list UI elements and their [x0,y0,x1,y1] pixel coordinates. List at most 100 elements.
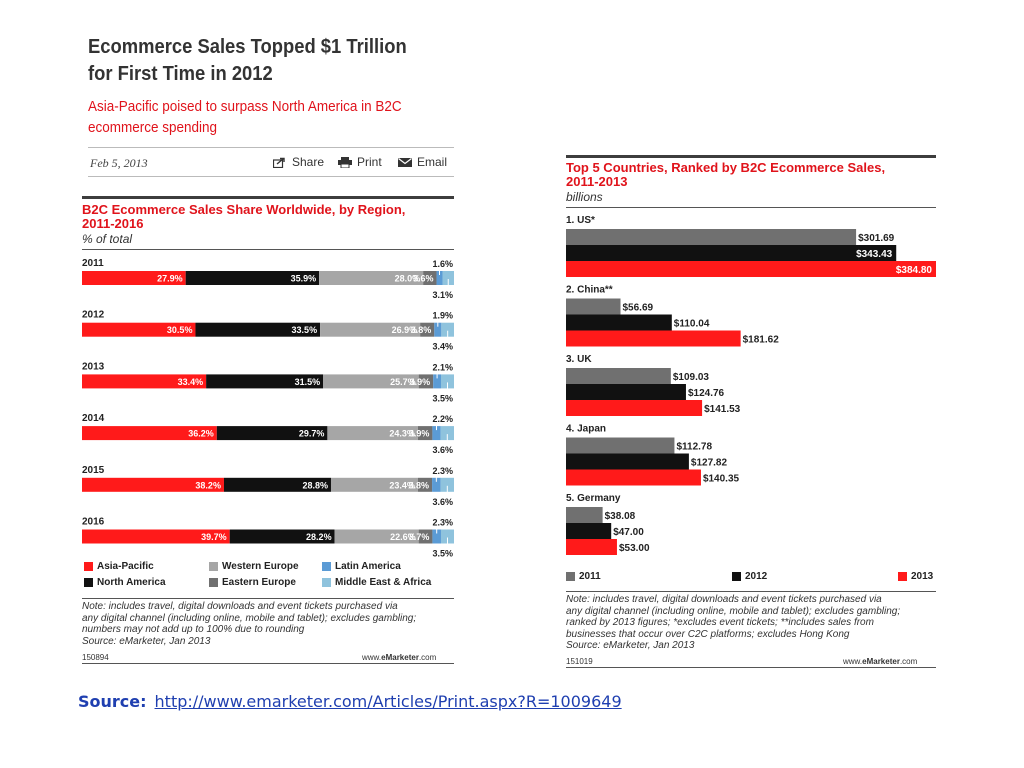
data-label: 3.1% [432,290,453,300]
brand-name: eMarketer [862,657,900,666]
data-label: 2.3% [432,466,453,476]
data-label: 29.7% [299,429,325,439]
right-chart-title-rule [566,207,936,208]
data-label: $56.69 [623,303,654,314]
data-label: $112.78 [676,442,712,453]
bar-segment [195,322,321,337]
bar-segment [441,322,454,337]
article-subtitle: Asia-Pacific poised to surpass North Ame… [88,96,430,138]
data-label: 39.7% [201,532,227,542]
data-label: $384.80 [896,265,933,276]
legend-label: Eastern Europe [222,577,296,588]
bar-segment [82,426,217,441]
left-chart-id: 150894 [82,653,109,662]
share-icon [273,157,285,168]
bar [566,314,672,331]
data-label: $140.35 [703,474,740,485]
left-chart-title-rule [82,249,454,250]
bar [566,400,703,416]
note-line: ranked by 2013 figures; *excludes event … [566,617,874,628]
bar-segment [442,271,454,285]
legend-asia-pacific: Asia-Pacific [84,561,154,572]
right-chart-unit: billions [566,190,603,204]
data-label: 30.5% [167,325,193,335]
note-line: Source: eMarketer, Jan 2013 [82,635,211,647]
data-label: 3.6% [432,445,453,455]
email-label: Email [417,155,448,169]
right-chart-title-line-1: Top 5 Countries, Ranked by B2C Ecommerce… [566,160,886,175]
header-divider-bottom [88,176,454,177]
data-label: 27.9% [157,274,183,284]
legend-swatch [209,578,218,587]
left-chart-title: B2C Ecommerce Sales Share Worldwide, by … [82,203,454,231]
data-label: 23.4% [389,480,415,490]
data-label: 33.4% [178,377,204,387]
data-label: 1.9% [432,311,453,321]
bar [566,507,603,523]
bar-segment [434,322,442,337]
bar-segment [334,529,419,544]
email-button[interactable]: Email [398,155,447,169]
bar [566,261,936,277]
left-chart-brand: www.eMarketer.com [362,653,436,662]
source-link[interactable]: http://www.emarketer.com/Articles/Print.… [154,692,622,711]
bar-segment [432,426,441,441]
bar [566,539,617,555]
legend-swatch [732,572,741,581]
data-label: 22.6% [390,532,416,542]
legend-eastern-europe: Eastern Europe [209,577,296,588]
bar-segment [319,271,424,285]
bar-segment [327,426,418,441]
year-label: 2012 [82,310,105,321]
left-chart-unit: % of total [82,232,133,246]
bar-segment [185,271,320,285]
data-label: 25.7% [390,377,416,387]
data-label: 33.5% [292,325,318,335]
right-chart-id: 151019 [566,657,593,666]
data-label: $141.53 [704,404,741,415]
legend-swatch [209,562,218,571]
bar-segment [440,374,454,389]
data-label: $109.03 [673,372,710,383]
country-label: 3. UK [566,354,592,365]
bar [566,229,857,245]
data-label: 3.8% [411,325,432,335]
bar [566,245,897,261]
data-label: 2.3% [432,518,453,528]
data-label: $110.04 [674,319,710,330]
year-label: 2016 [82,517,105,528]
right-chart-bottom-rule [566,667,936,668]
left-chart-title-line-1: B2C Ecommerce Sales Share Worldwide, by … [82,202,406,217]
legend-label: Asia-Pacific [97,561,154,572]
bar-segment [82,477,224,492]
share-button[interactable]: Share [273,155,324,169]
data-label: 3.6% [432,497,453,507]
bar-segment [418,374,434,389]
legend-swatch [84,562,93,571]
bar-segment [440,426,454,441]
note-line: any digital channel (including online, m… [82,612,417,624]
right-chart-title-line-2: 2011-2013 [566,174,628,189]
data-label: 3.9% [409,429,430,439]
bar-segment [82,529,230,544]
print-button[interactable]: Print [338,155,382,169]
bar-segment [216,426,328,441]
note-line: any digital channel (including online, m… [566,605,901,617]
bar-segment [440,477,454,492]
bar-segment [417,477,433,492]
left-chart-title-line-2: 2011-2016 [82,216,144,231]
legend-label: 2012 [745,571,768,582]
bar [566,384,686,400]
brand-suffix: .com [418,653,437,662]
legend-label: 2011 [579,571,601,582]
bar-segment [420,322,435,337]
bar-segment [433,374,441,389]
data-label: 26.9% [392,325,418,335]
bar [566,469,701,486]
legend-2013: 2013 [898,571,933,582]
right-chart-note-rule [566,591,936,592]
bar-segment [423,271,437,285]
data-label: $124.76 [688,388,725,399]
bar-segment [330,477,418,492]
brand-prefix: www. [843,657,863,666]
